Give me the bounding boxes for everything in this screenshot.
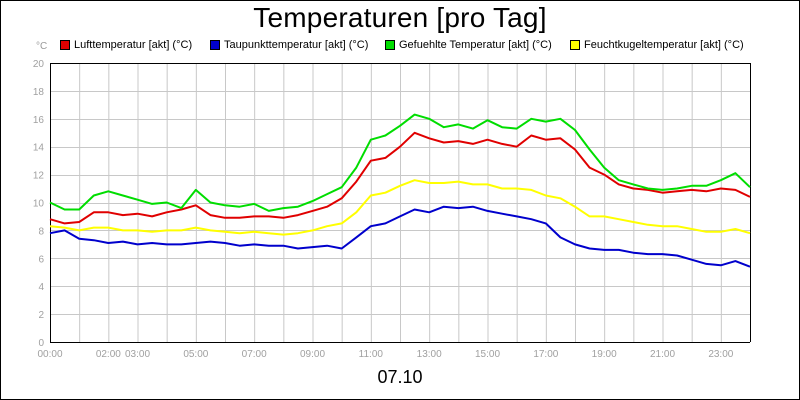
legend-item-taupunkttemperatur: Taupunkttemperatur [akt] (°C) — [210, 38, 368, 52]
y-tick-label: 20 — [33, 59, 45, 70]
y-tick-label: 18 — [33, 87, 45, 98]
x-tick-label: 23:00 — [708, 349, 733, 360]
series-line-3 — [49, 179, 751, 236]
legend-swatch-gefuehlte-temperatur — [385, 40, 395, 50]
legend-label-feuchtkugeltemperatur: Feuchtkugeltemperatur [akt] (°C) — [584, 39, 744, 51]
chart-title: Temperaturen [pro Tag] — [253, 2, 547, 33]
series-line-2 — [49, 113, 751, 212]
x-tick-label: 15:00 — [475, 349, 500, 360]
y-tick-label: 8 — [38, 226, 44, 237]
x-tick-label: 05:00 — [183, 349, 208, 360]
legend-swatch-lufttemperatur — [60, 40, 70, 50]
x-tick-label: 19:00 — [592, 349, 617, 360]
legend-item-gefuehlte-temperatur: Gefuehlte Temperatur [akt] (°C) — [385, 38, 552, 52]
x-tick-label: 03:00 — [125, 349, 150, 360]
x-tick-label: 13:00 — [417, 349, 442, 360]
x-tick-label: 07:00 — [242, 349, 267, 360]
x-tick-label: 11:00 — [359, 349, 384, 360]
legend-label-lufttemperatur: Lufttemperatur [akt] (°C) — [74, 39, 193, 51]
y-tick-label: 0 — [38, 338, 44, 349]
y-axis-unit: °C — [36, 41, 48, 52]
legend-item-lufttemperatur: Lufttemperatur [akt] (°C) — [60, 38, 192, 52]
date-label: 07.10 — [377, 367, 423, 387]
y-tick-label: 4 — [38, 282, 44, 293]
legend-label-gefuehlte-temperatur: Gefuehlte Temperatur [akt] (°C) — [399, 39, 552, 51]
legend-swatch-feuchtkugeltemperatur — [570, 40, 580, 50]
y-tick-label: 10 — [33, 199, 45, 210]
y-tick-label: 14 — [33, 143, 45, 154]
x-tick-label: 09:00 — [300, 349, 325, 360]
legend-label-taupunkttemperatur: Taupunkttemperatur [akt] (°C) — [224, 39, 369, 51]
y-tick-label: 12 — [33, 171, 45, 182]
series-line-0 — [49, 131, 751, 225]
x-tick-label: 02:00 — [96, 349, 121, 360]
x-tick-label: 00:00 — [37, 349, 62, 360]
x-tick-label: 17:00 — [533, 349, 558, 360]
x-tick-label: 21:00 — [650, 349, 675, 360]
legend-swatch-taupunkttemperatur — [210, 40, 220, 50]
y-tick-label: 16 — [33, 115, 45, 126]
legend-item-feuchtkugeltemperatur: Feuchtkugeltemperatur [akt] (°C) — [570, 38, 744, 52]
series-line-1 — [49, 205, 751, 268]
y-tick-label: 6 — [38, 254, 44, 265]
y-tick-label: 2 — [38, 310, 44, 321]
